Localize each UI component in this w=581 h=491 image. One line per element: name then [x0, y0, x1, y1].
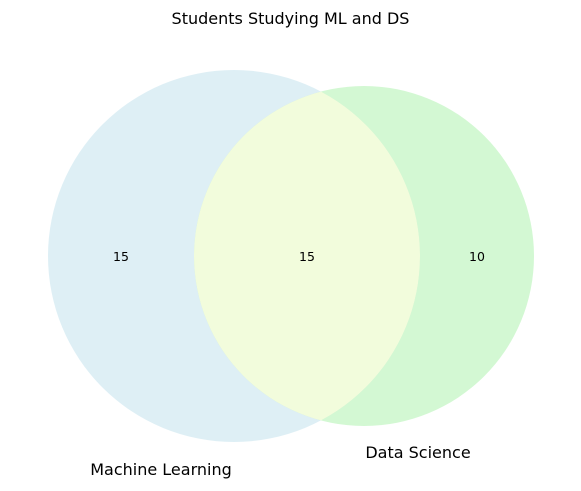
ml-only-count: 15: [113, 249, 129, 264]
chart-title: Students Studying ML and DS: [172, 9, 410, 28]
intersection-count: 15: [299, 249, 315, 264]
ds-set-label: Data Science: [365, 443, 470, 462]
intersection-region: [194, 86, 420, 426]
ml-set-label: Machine Learning: [90, 460, 232, 479]
ds-only-count: 10: [469, 249, 485, 264]
